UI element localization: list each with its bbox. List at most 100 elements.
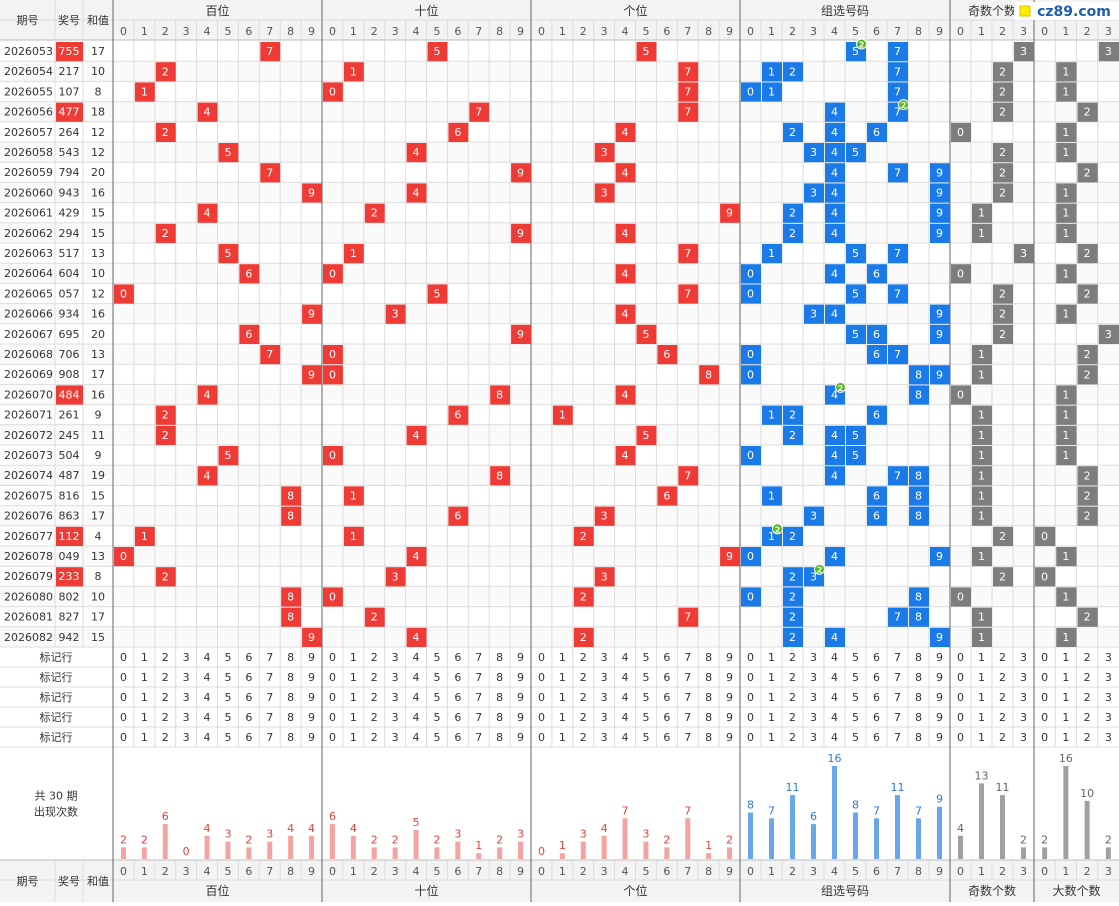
odd-count-cell-label: 1 xyxy=(978,207,985,220)
position-cell xyxy=(281,506,302,526)
big-count-cell xyxy=(1077,102,1098,122)
marker-digit: 1 xyxy=(559,691,566,704)
combo-cell-label: 6 xyxy=(873,409,880,422)
position-cell xyxy=(323,587,343,607)
combo-cell-label: 7 xyxy=(894,86,901,99)
footer-digit: 8 xyxy=(915,865,922,878)
marker-digit: 6 xyxy=(663,691,670,704)
marker-digit: 0 xyxy=(1041,731,1048,744)
award-cell: 827 xyxy=(59,611,80,624)
combo-cell-label: 2 xyxy=(789,570,796,583)
position-cell xyxy=(239,264,260,284)
odd-count-cell xyxy=(993,102,1013,122)
marker-digit: 2 xyxy=(789,731,796,744)
marker-digit: 0 xyxy=(1041,691,1048,704)
repeat-badge xyxy=(772,523,783,535)
position-cell-label: 0 xyxy=(329,368,336,381)
position-cell xyxy=(657,345,678,365)
marker-digit: 1 xyxy=(768,711,775,724)
marker-digit: 5 xyxy=(642,651,649,664)
footer-digit: 2 xyxy=(371,865,378,878)
marker-digit: 2 xyxy=(580,671,587,684)
position-cell xyxy=(323,446,343,466)
position-cell xyxy=(406,547,427,567)
marker-digit: 2 xyxy=(789,711,796,724)
combo-cell xyxy=(783,122,803,142)
bar-label-4-2: 11 xyxy=(996,781,1010,794)
sum-cell: 17 xyxy=(91,45,105,58)
position-cell-label: 5 xyxy=(433,45,440,58)
big-count-cell xyxy=(1077,486,1098,506)
bar-label-2-6: 2 xyxy=(663,833,670,846)
period-cell: 2026072 xyxy=(4,429,53,442)
marker-digit: 6 xyxy=(454,671,461,684)
marker-digit: 0 xyxy=(120,651,127,664)
combo-cell-label: 7 xyxy=(894,469,901,482)
position-cell-label: 6 xyxy=(454,126,461,139)
marker-digit: 7 xyxy=(894,691,901,704)
sum-cell: 16 xyxy=(91,308,105,321)
position-cell xyxy=(155,405,176,425)
award-cell: 695 xyxy=(59,328,80,341)
header-digit: 4 xyxy=(831,25,838,38)
combo-cell xyxy=(741,446,761,466)
footer-award: 奖号 xyxy=(58,874,80,888)
bar-label-1-9: 3 xyxy=(517,828,524,841)
combo-cell xyxy=(930,304,950,324)
combo-cell xyxy=(867,506,887,526)
footer-digit: 9 xyxy=(726,865,733,878)
combo-cell-label: 7 xyxy=(894,611,901,624)
combo-cell-label: 1 xyxy=(768,86,775,99)
combo-cell xyxy=(909,365,929,385)
marker-digit: 1 xyxy=(1062,671,1069,684)
footer-digit: 4 xyxy=(413,865,420,878)
footer-digit: 5 xyxy=(852,865,859,878)
bar-label-1-6: 3 xyxy=(454,828,461,841)
marker-digit: 1 xyxy=(1062,651,1069,664)
row-stripe xyxy=(0,101,1119,122)
odd-count-cell xyxy=(951,587,971,607)
marker-digit: 5 xyxy=(852,711,859,724)
odd-count-cell-label: 1 xyxy=(978,368,985,381)
period-cell: 2026063 xyxy=(4,247,53,260)
position-cell-label: 4 xyxy=(622,308,629,321)
position-cell-label: 7 xyxy=(475,106,482,119)
marker-digit: 2 xyxy=(371,711,378,724)
header-digit: 7 xyxy=(475,25,482,38)
sum-cell: 20 xyxy=(91,328,105,341)
odd-count-cell-label: 2 xyxy=(999,166,1006,179)
marker-digit: 3 xyxy=(183,671,190,684)
marker-digit: 4 xyxy=(413,671,420,684)
position-cell-label: 6 xyxy=(663,490,670,503)
award-cell: 107 xyxy=(59,85,80,98)
bar-label-2-3: 4 xyxy=(601,822,608,835)
position-cell-label: 8 xyxy=(496,389,503,402)
marker-digit: 8 xyxy=(705,691,712,704)
marker-digit: 2 xyxy=(162,691,169,704)
position-cell-label: 2 xyxy=(162,126,169,139)
marker-digit: 3 xyxy=(392,691,399,704)
marker-digit: 8 xyxy=(287,651,294,664)
sum-cell: 19 xyxy=(91,469,105,482)
position-cell xyxy=(197,385,218,405)
position-cell xyxy=(302,365,322,385)
combo-cell xyxy=(888,82,908,102)
header-digit: 3 xyxy=(392,25,399,38)
marker-digit: 2 xyxy=(1084,691,1091,704)
position-cell-label: 5 xyxy=(224,247,231,260)
odd-count-cell-label: 1 xyxy=(978,449,985,462)
combo-cell-label: 7 xyxy=(894,166,901,179)
sum-cell: 18 xyxy=(91,106,105,119)
marker-digit: 3 xyxy=(1105,651,1112,664)
header-digit: 6 xyxy=(454,25,461,38)
sum-cell: 13 xyxy=(91,247,105,260)
odd-count-cell-label: 1 xyxy=(978,550,985,563)
combo-cell-label: 6 xyxy=(873,348,880,361)
header-period: 期号 xyxy=(17,14,39,27)
footer-group-5: 大数个数 xyxy=(1052,883,1100,898)
header-digit: 3 xyxy=(601,25,608,38)
marker-digit: 3 xyxy=(183,731,190,744)
position-cell-label: 9 xyxy=(517,328,524,341)
position-cell xyxy=(594,143,615,163)
bar-label-2-2: 3 xyxy=(580,828,587,841)
